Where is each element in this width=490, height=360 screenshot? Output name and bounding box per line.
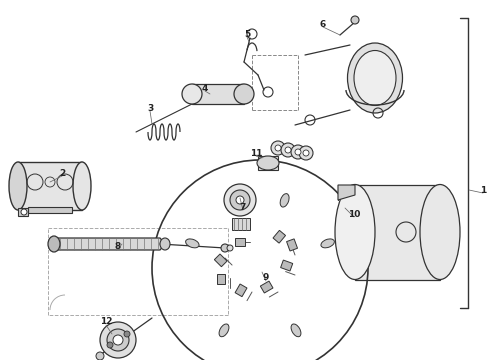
Circle shape xyxy=(291,145,305,159)
Text: 10: 10 xyxy=(348,210,360,219)
Ellipse shape xyxy=(420,185,460,279)
Bar xyxy=(281,260,293,271)
Bar xyxy=(287,239,297,251)
Ellipse shape xyxy=(9,162,27,210)
Text: 12: 12 xyxy=(100,318,112,327)
Text: 11: 11 xyxy=(250,149,262,158)
Circle shape xyxy=(227,245,233,251)
Circle shape xyxy=(285,147,291,153)
Polygon shape xyxy=(52,238,165,250)
Circle shape xyxy=(271,141,285,155)
Text: 5: 5 xyxy=(244,30,250,39)
Bar xyxy=(214,254,227,267)
Bar xyxy=(235,238,245,246)
Ellipse shape xyxy=(234,84,254,104)
Bar xyxy=(217,274,225,284)
Circle shape xyxy=(281,143,295,157)
Circle shape xyxy=(124,331,130,337)
Circle shape xyxy=(96,352,104,360)
Ellipse shape xyxy=(230,190,250,210)
Bar xyxy=(235,284,247,297)
Bar xyxy=(192,84,244,104)
Ellipse shape xyxy=(182,84,202,104)
Polygon shape xyxy=(338,185,355,200)
Text: 2: 2 xyxy=(59,168,65,177)
Text: 8: 8 xyxy=(115,242,121,251)
Text: 6: 6 xyxy=(320,19,326,28)
Ellipse shape xyxy=(186,239,199,248)
Ellipse shape xyxy=(280,194,289,207)
Circle shape xyxy=(303,150,309,156)
Ellipse shape xyxy=(291,324,301,337)
Circle shape xyxy=(107,342,113,348)
Bar xyxy=(18,162,82,210)
Ellipse shape xyxy=(321,239,334,248)
Text: 4: 4 xyxy=(202,84,208,93)
Circle shape xyxy=(275,145,281,151)
Ellipse shape xyxy=(73,162,91,210)
Circle shape xyxy=(113,335,123,345)
Bar xyxy=(18,208,28,216)
Bar xyxy=(355,185,440,280)
Text: 9: 9 xyxy=(263,274,269,283)
Ellipse shape xyxy=(257,156,279,170)
Ellipse shape xyxy=(219,324,229,337)
Circle shape xyxy=(351,16,359,24)
Circle shape xyxy=(21,209,27,215)
Text: 3: 3 xyxy=(147,104,153,113)
Bar xyxy=(258,156,278,170)
Ellipse shape xyxy=(354,50,396,105)
Bar xyxy=(28,207,72,213)
Bar xyxy=(273,230,286,243)
Ellipse shape xyxy=(236,196,244,204)
Circle shape xyxy=(295,149,301,155)
Circle shape xyxy=(299,146,313,160)
Circle shape xyxy=(107,329,129,351)
Ellipse shape xyxy=(48,236,60,252)
Circle shape xyxy=(100,322,136,358)
Text: 1: 1 xyxy=(480,185,486,194)
Text: 7: 7 xyxy=(240,202,246,212)
Ellipse shape xyxy=(224,184,256,216)
Ellipse shape xyxy=(335,185,375,279)
Ellipse shape xyxy=(160,238,170,250)
Bar xyxy=(232,218,250,230)
Bar xyxy=(260,281,273,293)
Circle shape xyxy=(221,244,229,252)
Ellipse shape xyxy=(347,43,402,113)
